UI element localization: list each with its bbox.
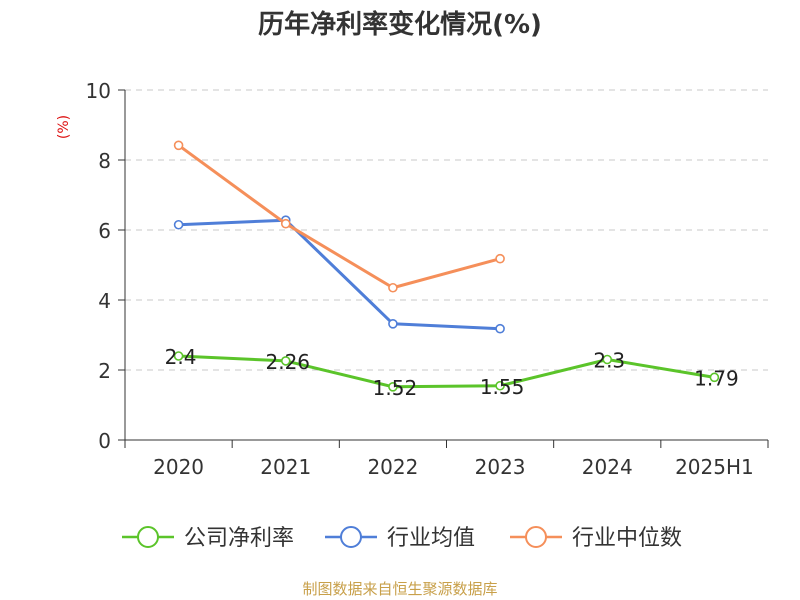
data-label: 2.4	[165, 345, 197, 369]
axes: 0 2 4 6 8 10 2020 2021 2022 2023 2024 2025H1	[86, 79, 769, 479]
x-tick-label: 2020	[153, 455, 204, 479]
x-tick-label: 2024	[582, 455, 633, 479]
data-point	[602, 354, 613, 365]
legend-label: 行业均值	[387, 526, 475, 551]
data-label: 1.55	[480, 375, 525, 399]
data-point	[495, 380, 505, 391]
y-tick-label: 2	[98, 359, 111, 383]
series	[173, 140, 720, 392]
y-tick-label: 0	[98, 429, 111, 453]
legend-marker	[525, 526, 547, 548]
data-point	[388, 318, 398, 329]
y-tick-label: 10	[86, 79, 111, 103]
legend-label: 公司净利率	[184, 526, 294, 551]
legend-label: 行业中位数	[572, 526, 682, 551]
series-line	[178, 354, 715, 389]
data-point	[495, 253, 505, 264]
legend-marker	[340, 526, 362, 548]
data-label: 2.3	[593, 349, 625, 373]
data-point	[173, 219, 184, 230]
legend: 公司净利率 行业均值 行业中位数	[122, 526, 682, 551]
y-axis-label: (%)	[56, 115, 72, 139]
chart-title: 历年净利率变化情况(%)	[258, 10, 542, 40]
data-point	[280, 356, 291, 366]
data-labels: 2.4 2.26 1.52 1.55 2.3 1.79	[165, 345, 739, 400]
data-point	[709, 372, 720, 383]
data-point	[173, 351, 184, 361]
series-line	[177, 144, 501, 290]
y-tick-label: 4	[98, 289, 111, 313]
x-tick-label: 2025H1	[675, 455, 754, 479]
legend-marker	[137, 526, 159, 548]
source-note: 制图数据来自恒生聚源数据库	[302, 580, 498, 598]
data-point	[495, 323, 505, 334]
y-tick-label: 6	[98, 219, 111, 243]
data-label: 1.79	[694, 366, 739, 390]
series-line	[178, 218, 501, 331]
data-point	[388, 381, 398, 392]
data-point	[173, 140, 184, 151]
x-tick-label: 2022	[367, 455, 418, 479]
x-tick-label: 2021	[260, 455, 311, 479]
x-tick-label: 2023	[475, 455, 526, 479]
gridlines	[125, 89, 768, 371]
data-point	[280, 218, 291, 229]
data-point	[388, 282, 398, 293]
data-label: 1.52	[373, 376, 418, 400]
data-label: 2.26	[265, 350, 310, 374]
y-tick-label: 8	[98, 149, 111, 173]
